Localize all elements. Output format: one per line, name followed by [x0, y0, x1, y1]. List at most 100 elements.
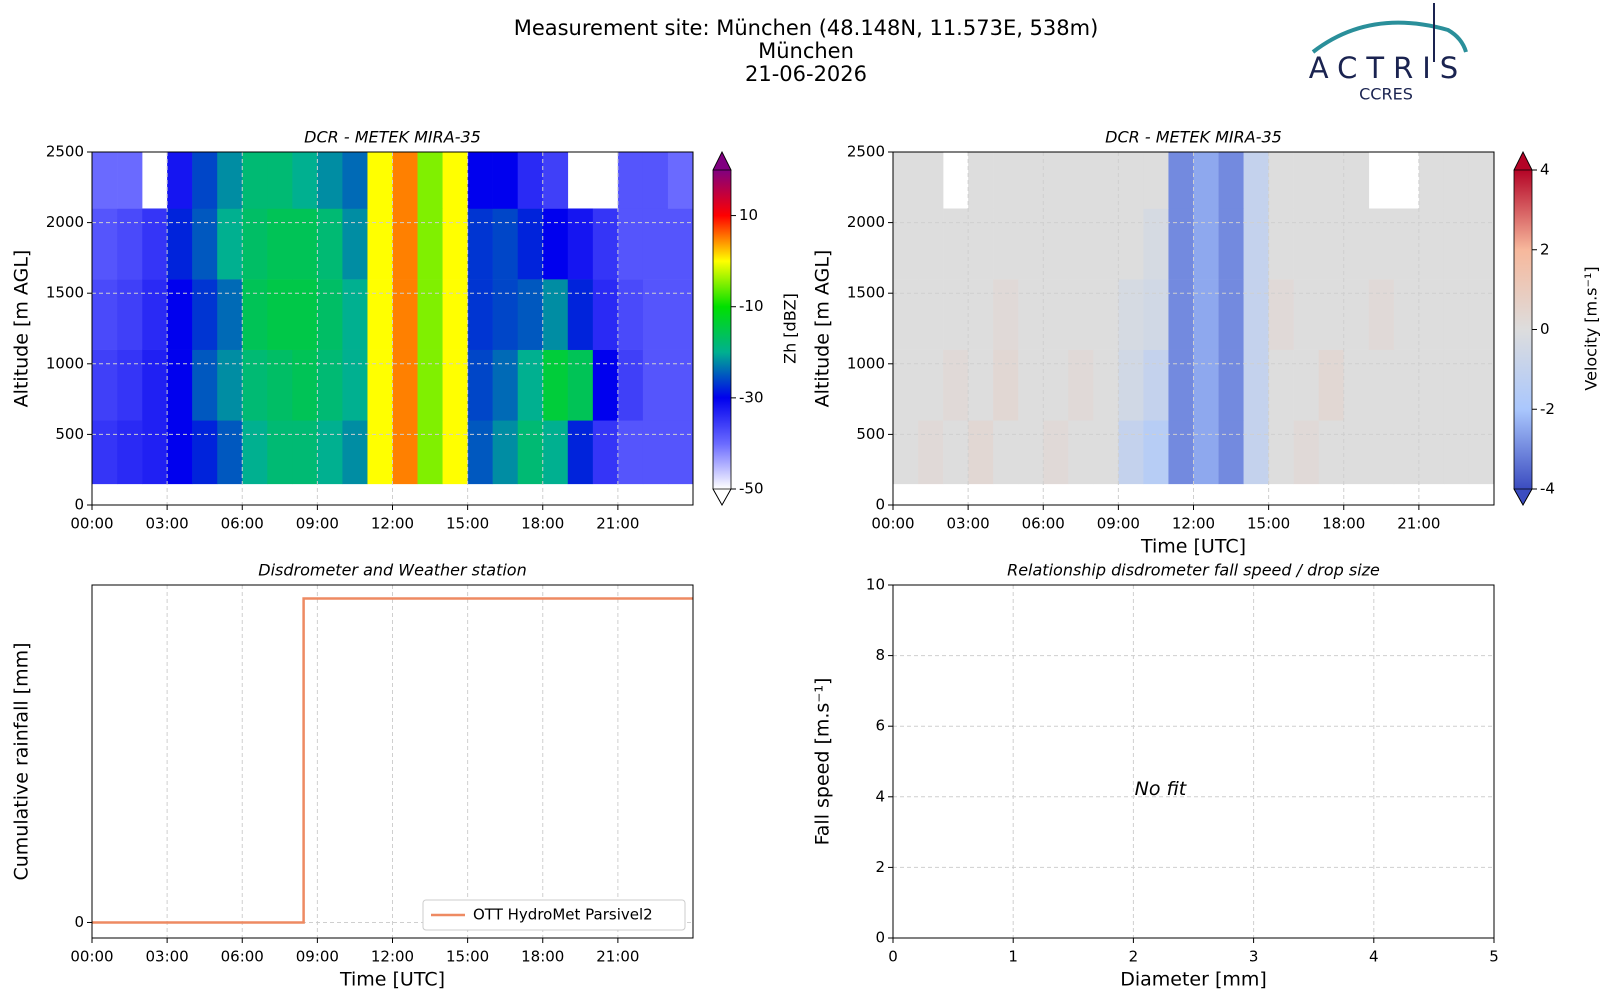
heat-cell [417, 279, 443, 350]
heat-cell [1193, 349, 1219, 421]
heat-cell [893, 279, 919, 350]
colorbar-tick-label: 10 [739, 206, 758, 224]
heat-cell [267, 420, 293, 485]
plot-frame [892, 584, 1495, 939]
x-axis-label: Time [UTC] [339, 969, 445, 991]
heat-cell [1118, 279, 1144, 350]
heat-cell [542, 349, 569, 421]
heat-cell [1068, 349, 1094, 421]
heat-cell [1243, 208, 1269, 280]
panel: 00:00 03:00 06:00 09:00 12:00 15:00 18:00 21:00… [812, 128, 1600, 558]
colorbar-extend [1513, 488, 1533, 506]
heat-cell [192, 279, 218, 350]
x-tick-label: 06:00 [221, 515, 264, 533]
heat-cell [1268, 349, 1294, 421]
heat-cell [893, 349, 919, 421]
heat-cell [993, 420, 1019, 485]
heat-cell [642, 208, 669, 280]
heat-cell [943, 279, 969, 350]
heat-cell [567, 208, 594, 280]
heat-cell [1393, 420, 1420, 485]
heat-cell [542, 279, 569, 350]
heat-cell [167, 420, 193, 485]
heat-cell [242, 420, 268, 485]
heat-cell [242, 208, 268, 280]
x-tick-label: 12:00 [1172, 515, 1215, 533]
heat-cell [1293, 420, 1320, 485]
heat-cell [167, 279, 193, 350]
header-title: Measurement site: München (48.148N, 11.5… [514, 16, 1099, 40]
heat-cell [1193, 208, 1219, 280]
heat-cell [993, 279, 1019, 350]
y-tick-label: 1500 [847, 284, 885, 302]
heat-cell [592, 279, 619, 350]
header-title: München [758, 39, 854, 63]
heat-cell [1268, 208, 1294, 280]
x-tick-label: 21:00 [1397, 515, 1440, 533]
heat-cell [567, 349, 594, 421]
heat-cell [392, 349, 418, 421]
heat-cell [1093, 152, 1119, 209]
heat-cell [1468, 279, 1495, 350]
y-axis-label: Fall speed [m.s⁻¹] [812, 678, 834, 846]
heat-cell [467, 208, 493, 280]
heat-cell [592, 349, 619, 421]
heat-cell [1068, 152, 1094, 209]
heat-cell [192, 349, 218, 421]
heat-cell [1293, 208, 1320, 280]
heat-cell [517, 208, 544, 280]
colorbar-extend [712, 151, 732, 171]
heat-cell [1268, 152, 1294, 209]
x-tick-label: 03:00 [947, 515, 990, 533]
heat-cell [1143, 279, 1169, 350]
heat-cell [1093, 279, 1119, 350]
heat-cell [517, 420, 544, 485]
heat-cell [1143, 208, 1169, 280]
heat-cell [542, 420, 569, 485]
y-tick-label: 0 [74, 496, 84, 514]
heat-cell [1293, 349, 1320, 421]
heat-cell [467, 420, 493, 485]
heat-cell [317, 152, 343, 209]
heat-cell [342, 152, 368, 209]
heat-cell [392, 208, 418, 280]
heat-cell [367, 208, 393, 280]
heat-cell [217, 420, 243, 485]
heat-cell [242, 279, 268, 350]
y-tick-label: 0 [875, 496, 885, 514]
heat-cell [1343, 279, 1370, 350]
heat-cell [1018, 152, 1044, 209]
heat-cell [217, 349, 243, 421]
heat-cell [1218, 208, 1244, 280]
heat-cell [1318, 279, 1345, 350]
x-tick-label: 06:00 [1022, 515, 1065, 533]
heat-cell [1218, 152, 1244, 209]
colorbar-tick-label: 4 [1540, 161, 1550, 179]
heat-cell [492, 279, 519, 350]
heat-cell [492, 420, 519, 485]
y-axis-label: Altitude [m AGL] [812, 250, 834, 408]
heat-cell [1068, 279, 1094, 350]
heat-cell [1343, 152, 1370, 209]
heat-cell [442, 279, 468, 350]
y-tick-label: 1000 [46, 354, 84, 372]
heat-cell [1043, 349, 1069, 421]
y-tick-label: 8 [875, 646, 885, 664]
heat-cell [367, 152, 393, 209]
colorbar [1514, 170, 1532, 489]
heat-cell [342, 279, 368, 350]
heat-cell [192, 208, 218, 280]
logo: ACTRIS CCRES [1309, 3, 1468, 104]
colorbar-tick-label: 2 [1540, 240, 1550, 258]
heat-cell [242, 152, 268, 209]
heat-cell [1418, 208, 1445, 280]
plot-frame [892, 151, 1495, 506]
x-tick-label: 12:00 [371, 515, 414, 533]
heat-cell [317, 208, 343, 280]
heat-cell [1168, 208, 1194, 280]
heat-cell [142, 420, 168, 485]
heat-cell [1143, 152, 1169, 209]
x-tick-label: 09:00 [296, 948, 339, 966]
heat-cell [292, 349, 318, 421]
